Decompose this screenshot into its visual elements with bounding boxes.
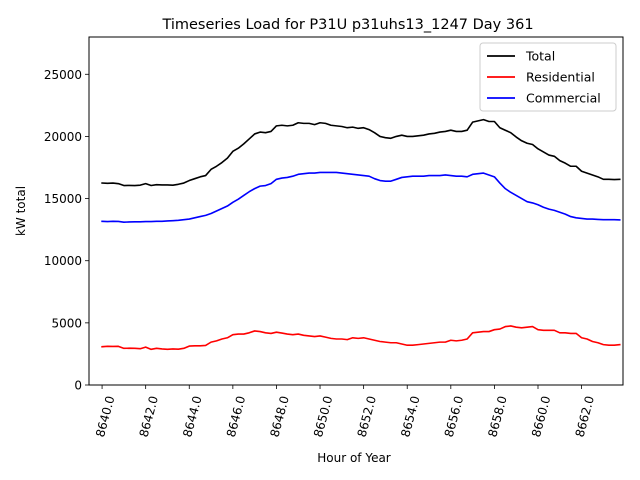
- legend: Total Residential Commercial: [479, 42, 617, 112]
- series-line-total: [101, 118, 621, 187]
- legend-label-total: Total: [525, 49, 555, 64]
- y-axis-label: kW total: [14, 186, 28, 236]
- legend-label-residential: Residential: [526, 70, 595, 85]
- series-layer: [101, 118, 621, 351]
- y-tick-label: 10000: [44, 254, 82, 268]
- y-axis: 0 5000 10000 15000 20000 25000: [44, 68, 89, 393]
- series-line-commercial: [101, 171, 621, 223]
- y-tick-label: 0: [74, 379, 82, 393]
- legend-frame: [479, 42, 617, 112]
- y-tick-label: 15000: [44, 192, 82, 206]
- chart-title: Timeseries Load for P31U p31uhs13_1247 D…: [161, 17, 533, 33]
- y-tick-label: 5000: [51, 316, 82, 330]
- x-axis-label: Hour of Year: [317, 451, 391, 465]
- axes-frame: [88, 36, 624, 386]
- y-tick-label: 25000: [44, 68, 82, 82]
- y-tick-label: 20000: [44, 130, 82, 144]
- legend-label-commercial: Commercial: [526, 91, 601, 106]
- series-line-residential: [101, 325, 621, 351]
